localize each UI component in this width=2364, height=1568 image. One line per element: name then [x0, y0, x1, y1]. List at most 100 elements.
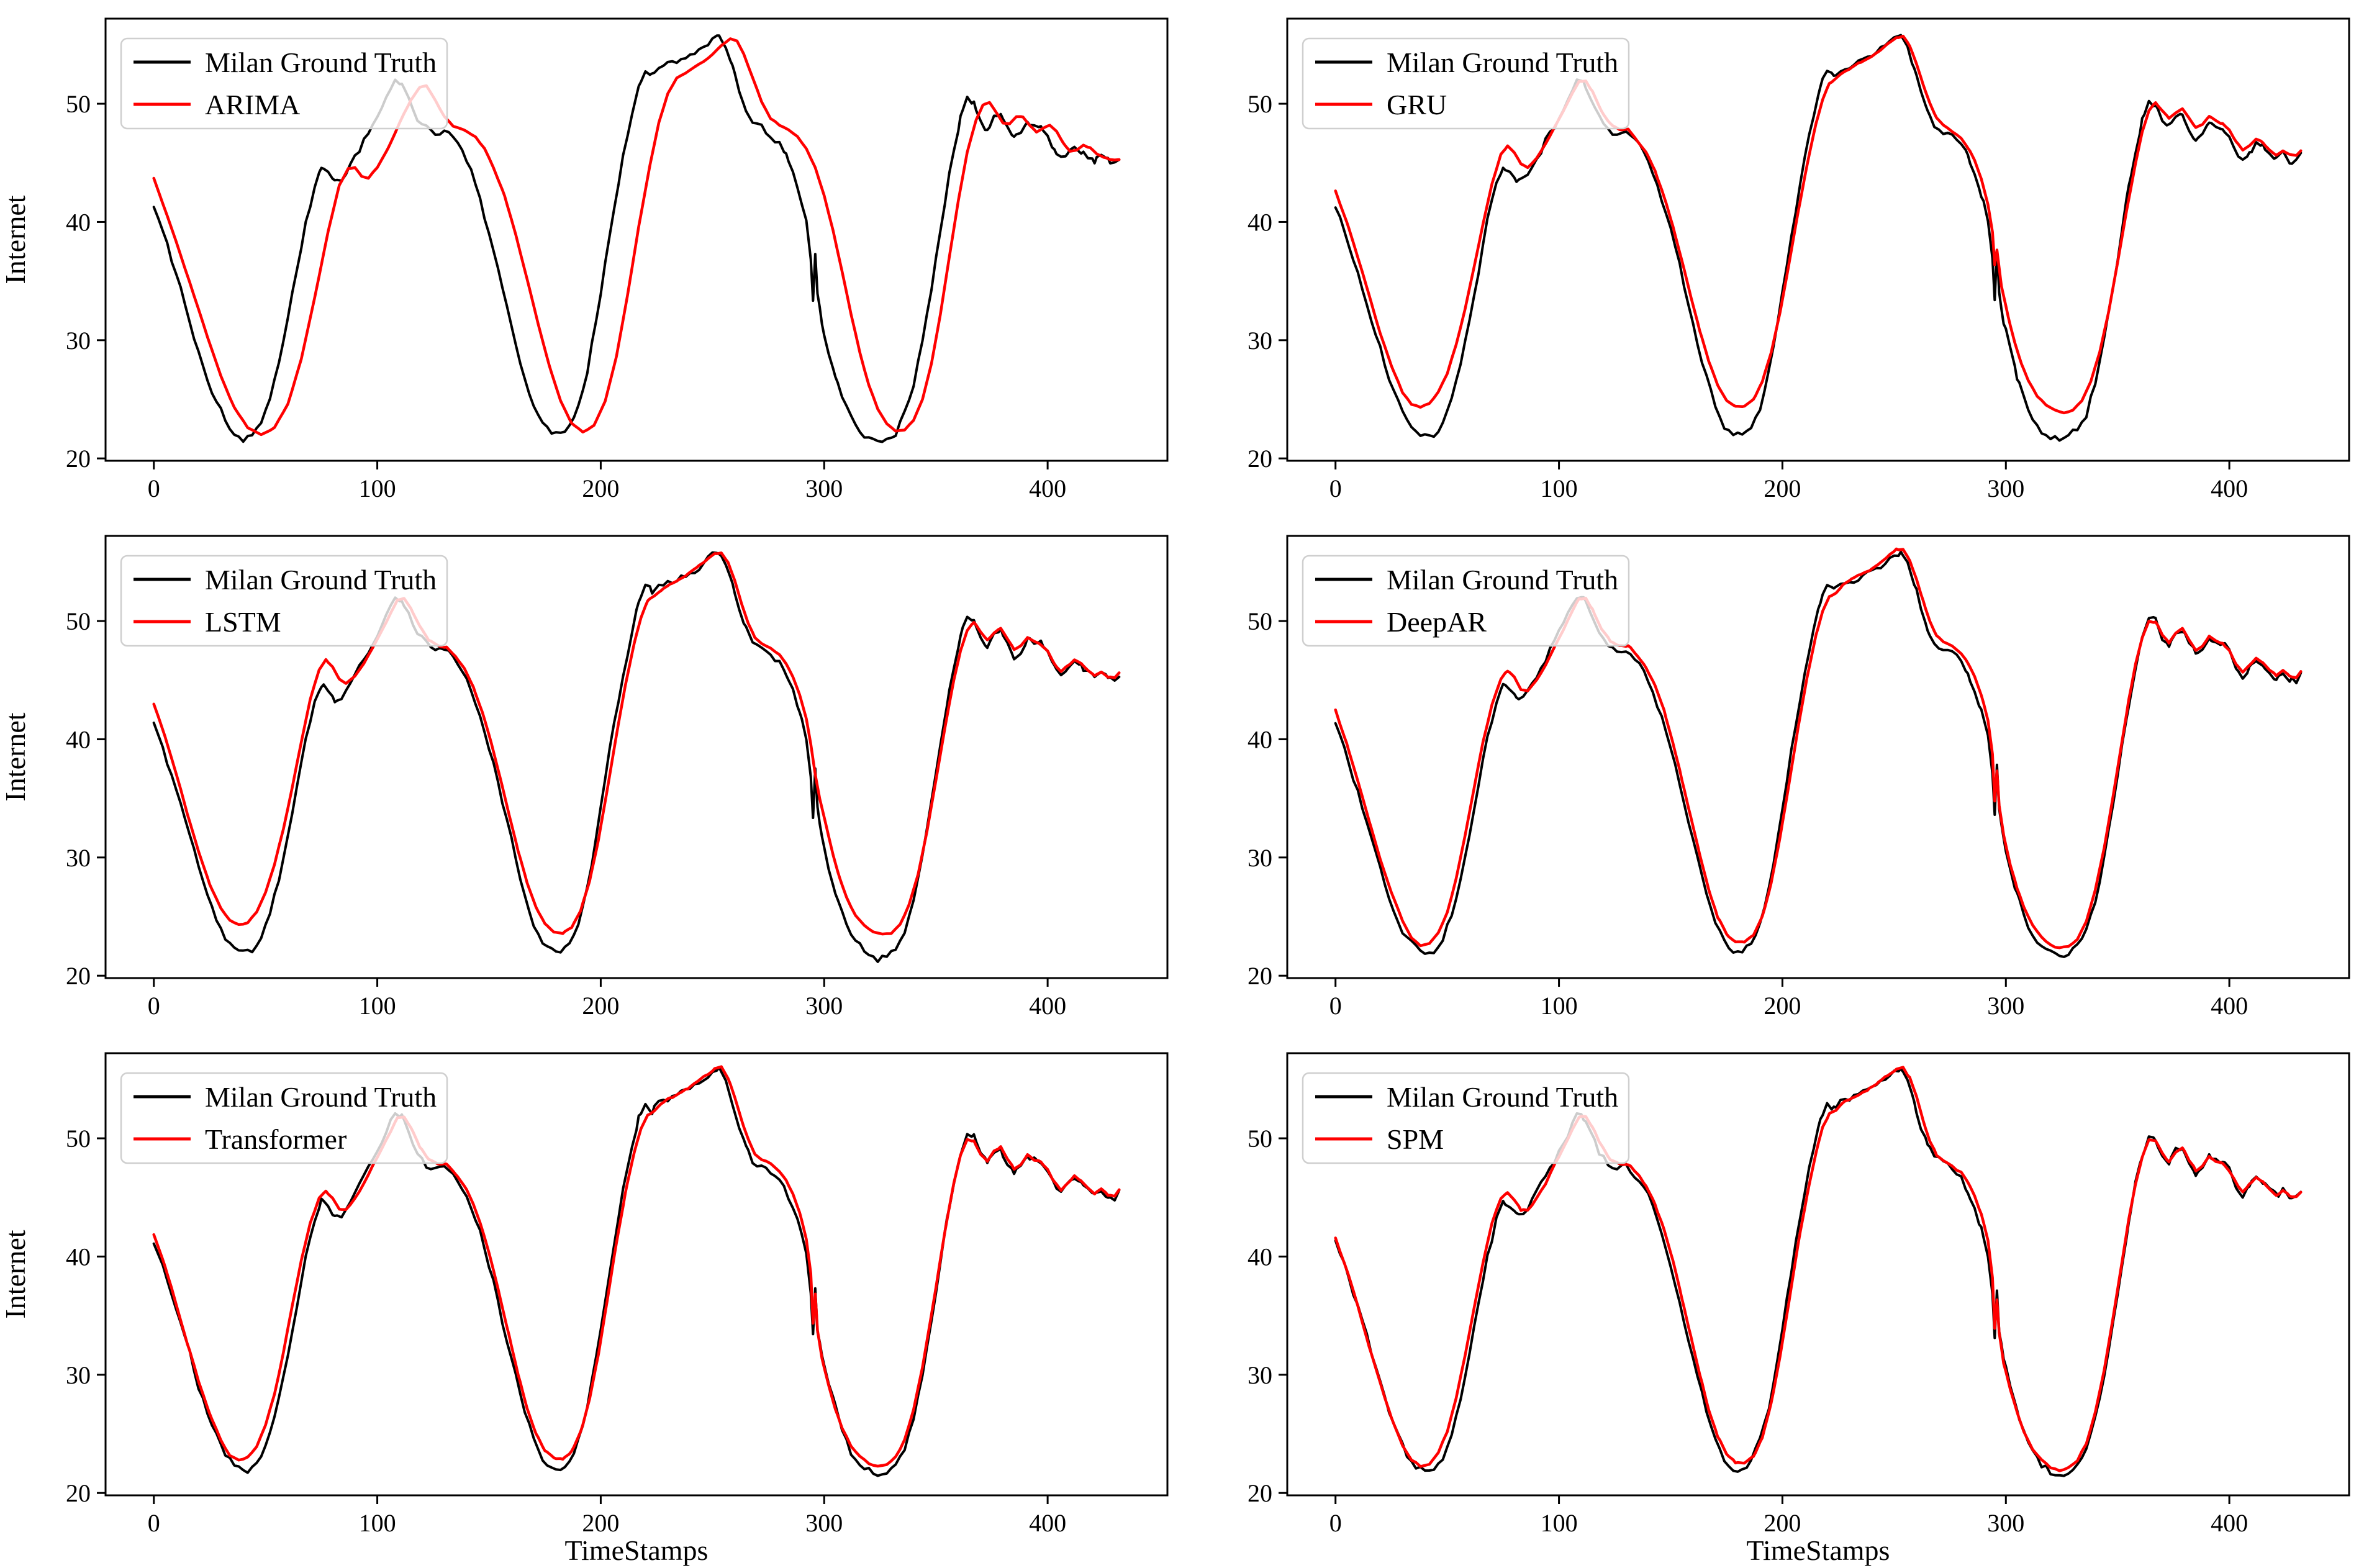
legend-box [120, 1072, 448, 1164]
x-axis-label: TimeStamps [565, 1534, 709, 1566]
x-tick-label: 200 [582, 992, 619, 1020]
subplot-cell-5: 0 100 200 300 400 20 30 40 50 TimeStamps Milan Gro… [1182, 1035, 2364, 1568]
y-axis-label: Internet [0, 195, 31, 284]
legend-model-label: LSTM [205, 606, 281, 638]
y-tick-label: 40 [66, 208, 91, 236]
legend-box [120, 37, 448, 130]
x-tick-label: 400 [1029, 474, 1066, 502]
y-tick-label: 30 [66, 844, 91, 872]
plot-frame [1286, 1052, 2350, 1497]
y-tick-label: 30 [1248, 844, 1272, 872]
subplot-arima: 0 100 200 300 400 20 30 40 50 Internet Milan Groun… [0, 17, 1169, 502]
plot-frame [104, 17, 1169, 462]
x-tick-label: 200 [1764, 474, 1801, 502]
y-tick-label: 30 [1248, 327, 1272, 355]
subplot-lstm: 0 100 200 300 400 20 30 40 50 Internet Milan Groun… [0, 535, 1169, 1020]
legend: Milan Ground Truth LSTM [120, 555, 448, 647]
subplot-deepar: 0 100 200 300 400 20 30 40 50 Milan Ground Truth D… [1248, 535, 2350, 1020]
legend-ground-truth-label: Milan Ground Truth [1387, 564, 1618, 596]
y-tick-label: 20 [1248, 1479, 1272, 1507]
subplot-spm: 0 100 200 300 400 20 30 40 50 TimeStamps Milan Gro… [1248, 1052, 2350, 1566]
x-tick-label: 300 [1987, 1509, 2024, 1537]
x-tick-label: 100 [1541, 1509, 1578, 1537]
ground-truth-line [1334, 34, 2303, 442]
y-tick-label: 50 [66, 90, 91, 118]
legend-ground-truth-label: Milan Ground Truth [1387, 47, 1618, 78]
model-prediction-line [1334, 1066, 2303, 1472]
model-prediction-line [1334, 34, 2303, 415]
plot-frame [104, 1052, 1169, 1497]
y-tick-label: 40 [66, 1243, 91, 1271]
plot-frame [104, 535, 1169, 979]
y-tick-label: 40 [1248, 725, 1272, 753]
model-prediction-line [152, 1065, 1121, 1468]
subplot-gru: 0 100 200 300 400 20 30 40 50 Milan Ground Truth G… [1248, 17, 2350, 502]
legend-model-label: ARIMA [205, 89, 300, 120]
x-tick-label: 400 [1029, 992, 1066, 1020]
plot-frame [1286, 535, 2350, 979]
x-tick-label: 100 [1541, 992, 1578, 1020]
y-tick-label: 50 [66, 1125, 91, 1153]
legend-box [1302, 1072, 1630, 1164]
legend-ground-truth-label: Milan Ground Truth [205, 564, 437, 596]
model-prediction-line [152, 37, 1121, 437]
x-tick-label: 0 [1329, 992, 1342, 1020]
y-axis-label: Internet [0, 1230, 31, 1318]
legend: Milan Ground Truth SPM [1302, 1072, 1630, 1164]
ground-truth-line [1334, 550, 2303, 958]
y-tick-label: 30 [66, 1361, 91, 1389]
x-tick-label: 0 [1329, 1509, 1342, 1537]
x-tick-label: 100 [359, 992, 396, 1020]
legend-box [1302, 555, 1630, 647]
legend-box [120, 555, 448, 647]
legend-box [1302, 37, 1630, 130]
legend-model-label: Transformer [205, 1123, 346, 1155]
x-tick-label: 300 [1987, 992, 2024, 1020]
y-tick-label: 50 [66, 607, 91, 635]
x-tick-label: 300 [805, 474, 843, 502]
y-tick-label: 20 [1248, 962, 1272, 990]
y-tick-label: 30 [1248, 1361, 1272, 1389]
plot-frame [1286, 17, 2350, 462]
ground-truth-line [152, 34, 1121, 443]
x-tick-label: 300 [805, 992, 843, 1020]
legend: Milan Ground Truth DeepAR [1302, 555, 1630, 647]
subplot-transformer: 0 100 200 300 400 20 30 40 50 Internet TimeStamps M… [0, 1052, 1169, 1566]
y-tick-label: 30 [66, 327, 91, 355]
x-tick-label: 200 [582, 474, 619, 502]
x-tick-label: 0 [148, 474, 160, 502]
x-tick-label: 400 [2211, 992, 2248, 1020]
x-tick-label: 100 [359, 474, 396, 502]
x-tick-label: 0 [148, 1509, 160, 1537]
legend: Milan Ground Truth GRU [1302, 37, 1630, 130]
x-tick-label: 400 [2211, 474, 2248, 502]
y-tick-label: 50 [1248, 90, 1272, 118]
x-axis-label: TimeStamps [1747, 1534, 1890, 1566]
model-prediction-line [1334, 547, 2303, 949]
x-tick-label: 300 [1987, 474, 2024, 502]
legend-model-label: SPM [1387, 1123, 1444, 1155]
x-tick-label: 100 [1541, 474, 1578, 502]
legend-ground-truth-label: Milan Ground Truth [1387, 1081, 1618, 1113]
x-tick-label: 200 [1764, 992, 1801, 1020]
x-tick-label: 200 [1764, 1509, 1801, 1537]
y-tick-label: 20 [66, 1479, 91, 1507]
x-tick-label: 400 [2211, 1509, 2248, 1537]
subplot-cell-1: 0 100 200 300 400 20 30 40 50 Milan Ground Truth G… [1182, 0, 2364, 517]
legend-ground-truth-label: Milan Ground Truth [205, 1081, 437, 1113]
x-tick-label: 200 [582, 1509, 619, 1537]
legend-ground-truth-label: Milan Ground Truth [205, 47, 437, 78]
subplot-cell-0: 0 100 200 300 400 20 30 40 50 Internet Milan Groun… [0, 0, 1182, 517]
legend-model-label: GRU [1387, 89, 1447, 120]
x-tick-label: 400 [1029, 1509, 1066, 1537]
legend: Milan Ground Truth Transformer [120, 1072, 448, 1164]
x-tick-label: 0 [148, 992, 160, 1020]
y-tick-label: 20 [1248, 445, 1272, 473]
y-tick-label: 40 [66, 725, 91, 753]
legend: Milan Ground Truth ARIMA [120, 37, 448, 130]
legend-model-label: DeepAR [1387, 606, 1487, 638]
y-tick-label: 50 [1248, 1125, 1272, 1153]
subplot-cell-3: 0 100 200 300 400 20 30 40 50 Milan Ground Truth D… [1182, 517, 2364, 1035]
x-tick-label: 300 [805, 1509, 843, 1537]
